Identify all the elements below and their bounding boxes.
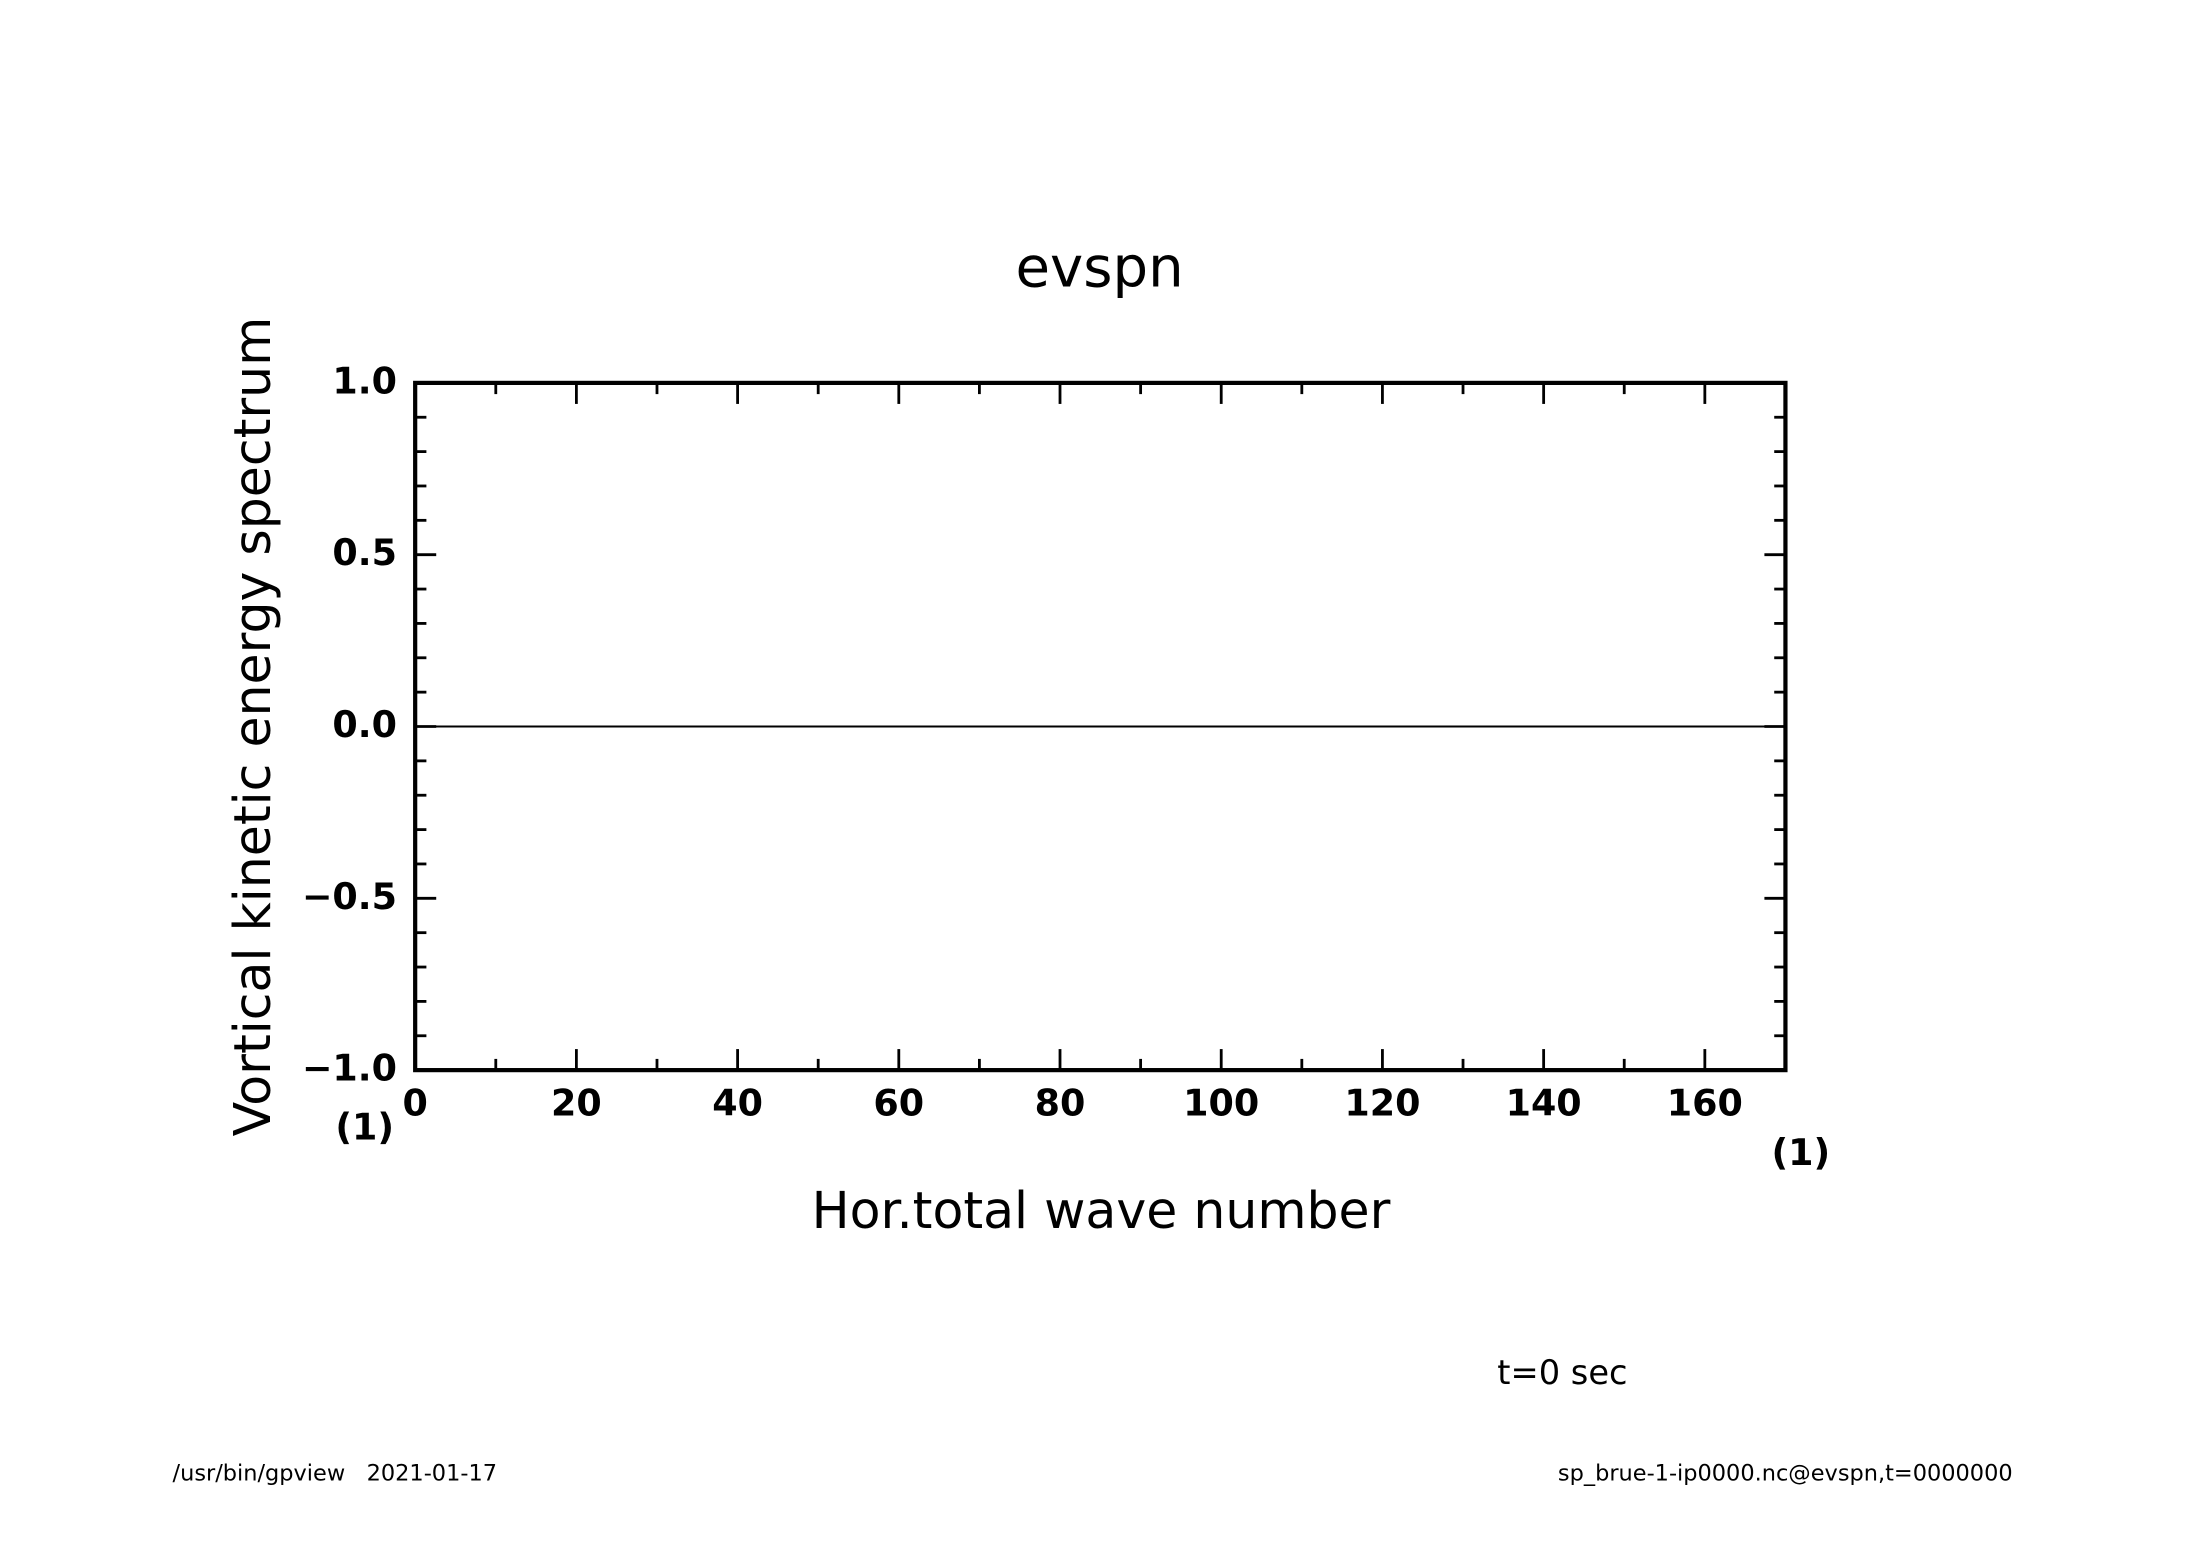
x-unit: (1): [1772, 1131, 1831, 1174]
y-tick-label: 0.0: [332, 703, 397, 746]
y-tick-label: 0.5: [332, 531, 397, 574]
x-tick-label: 40: [712, 1082, 763, 1125]
x-tick-label: 160: [1667, 1082, 1743, 1125]
x-tick-label: 100: [1183, 1082, 1259, 1125]
x-tick-label: 80: [1035, 1082, 1086, 1125]
y-tick-label: −1.0: [302, 1047, 397, 1090]
y-tick-label: −0.5: [302, 875, 397, 918]
x-tick-label: 120: [1344, 1082, 1420, 1125]
footer-left: /usr/bin/gpview 2021-01-17: [173, 1461, 497, 1487]
x-tick-label: 140: [1506, 1082, 1582, 1125]
y-axis-label: Vortical kinetic energy spectrum: [223, 317, 282, 1137]
x-tick-label: 60: [873, 1082, 924, 1125]
chart-title: evspn: [1016, 235, 1184, 300]
x-tick-label: 20: [551, 1082, 602, 1125]
x-axis-label: Hor.total wave number: [812, 1181, 1391, 1240]
y-tick-label: 1.0: [332, 359, 397, 402]
time-note: t=0 sec: [1497, 1353, 1627, 1392]
y-unit: (1): [335, 1106, 394, 1149]
footer-right: sp_brue-1-ip0000.nc@evspn,t=0000000: [1558, 1461, 2013, 1487]
x-tick-label: 0: [402, 1082, 427, 1125]
